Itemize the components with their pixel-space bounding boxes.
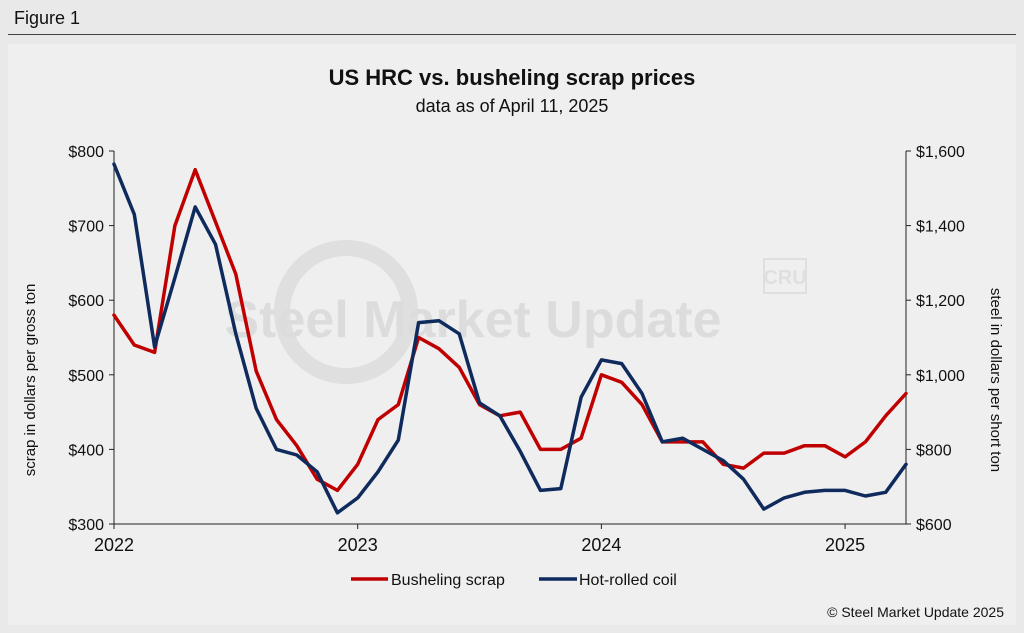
chart-subtitle: data as of April 11, 2025	[416, 96, 609, 116]
y-left-tick-label: $500	[68, 368, 104, 385]
series-lines	[112, 162, 908, 515]
y-right-tick-label: $600	[916, 517, 952, 534]
figure-label: Figure 1	[14, 8, 81, 28]
y-left-tick-label: $400	[68, 442, 104, 459]
y-right-tick-label: $1,600	[916, 144, 965, 161]
watermark-logo-text: CRU	[763, 267, 806, 289]
watermark-text: Steel Market Update	[224, 291, 721, 349]
chart-title: US HRC vs. busheling scrap prices	[329, 65, 696, 90]
watermark-logo-circle	[274, 240, 418, 384]
y-left-tick-label: $300	[68, 517, 104, 534]
legend-label-busheling-scrap: Busheling scrap	[391, 572, 505, 589]
series-line-busheling-scrap	[112, 167, 908, 493]
x-tick-label: 2025	[825, 535, 865, 555]
chart-panel: Steel Market Update CRU US HRC vs. bushe…	[8, 44, 1016, 625]
y-left-tick-label: $700	[68, 219, 104, 236]
y-left-tick-label: $800	[68, 144, 104, 161]
watermark: Steel Market Update CRU	[224, 240, 807, 384]
y-right-tick-label: $1,200	[916, 293, 965, 310]
legend: Busheling scrap Hot-rolled coil	[351, 572, 677, 589]
figure-divider	[8, 34, 1016, 35]
series-points-hot-rolled-coil	[113, 164, 907, 513]
line-chart: Steel Market Update CRU US HRC vs. bushe…	[22, 65, 1004, 620]
x-tick-label: 2024	[581, 535, 621, 555]
legend-label-hot-rolled-coil: Hot-rolled coil	[579, 572, 677, 589]
x-tick-label: 2023	[338, 535, 378, 555]
y-right-tick-label: $1,400	[916, 219, 965, 236]
y-right-tick-label: $1,000	[916, 368, 965, 385]
y-left-axis-label: scrap in dollars per gross ton	[22, 284, 39, 477]
y-right-axis-label: steel in dollars per short ton	[987, 288, 1004, 472]
series-points-busheling-scrap	[113, 169, 907, 491]
watermark-logo-box	[763, 258, 807, 294]
axis-ticks: $800 $700 $600 $500 $400 $300 $1,600 $1,400 $1,2…	[68, 144, 965, 555]
copyright-text: © Steel Market Update 2025	[827, 604, 1004, 620]
x-tick-label: 2022	[94, 535, 134, 555]
y-left-tick-label: $600	[68, 293, 104, 310]
series-line-hot-rolled-coil	[112, 162, 908, 515]
y-right-tick-label: $800	[916, 442, 952, 459]
